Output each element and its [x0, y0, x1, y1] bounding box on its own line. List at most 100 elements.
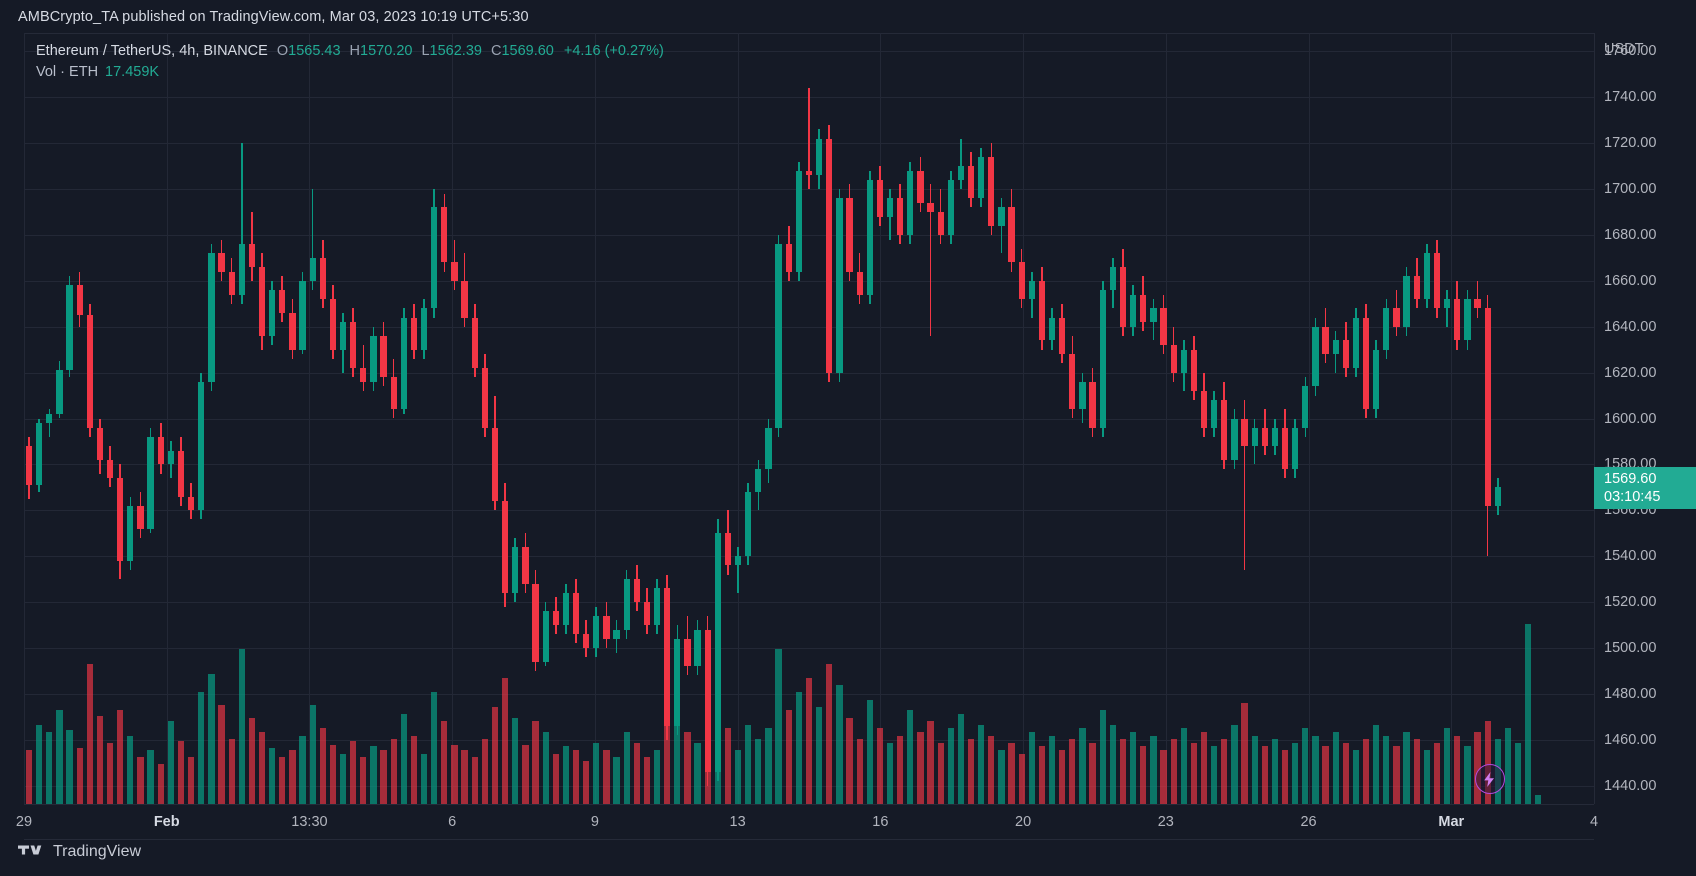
volume-bar — [1160, 750, 1167, 804]
candlestick — [338, 33, 348, 804]
volume-bar — [866, 699, 873, 804]
volume-bar — [876, 728, 884, 804]
candle-body — [1018, 262, 1025, 300]
candle-body — [339, 322, 347, 350]
volume-bar — [957, 714, 965, 804]
candlestick — [1108, 33, 1118, 804]
candle-body — [633, 579, 640, 603]
volume-bar — [1312, 735, 1319, 804]
price-axis-tick: 1500.00 — [1604, 639, 1657, 656]
volume-bar — [542, 732, 549, 804]
volume-bar — [25, 750, 33, 804]
volume-bar — [886, 742, 894, 804]
volume-bar — [56, 710, 63, 804]
volume-bar — [1241, 703, 1248, 804]
candlestick — [601, 33, 611, 804]
candlestick — [1209, 33, 1219, 804]
candlestick — [125, 33, 135, 804]
candlestick — [986, 33, 996, 804]
time-axis[interactable]: 29 Feb 13:30 6 9 13 16 20 23 26 Mar 4 — [16, 804, 1598, 840]
candlestick — [176, 33, 186, 804]
volume-bar — [228, 739, 235, 804]
volume-bar — [187, 757, 195, 804]
candle-body — [1170, 345, 1177, 373]
candlestick — [54, 33, 64, 804]
volume-bar — [785, 710, 792, 804]
candle-body — [1221, 400, 1228, 460]
volume-bar — [248, 717, 256, 804]
volume-bar — [441, 721, 448, 804]
grid-line-vertical — [738, 33, 739, 804]
candle-body — [957, 166, 965, 180]
candle-body — [603, 615, 610, 639]
candle-body — [501, 501, 509, 593]
volume-bar — [1079, 728, 1086, 804]
volume-bar — [269, 748, 276, 804]
candle-body — [299, 280, 306, 350]
lightning-bolt-alert-icon[interactable] — [1474, 764, 1505, 794]
price-axis[interactable]: USDT 1760.00 1740.00 1720.00 1700.00 1680.00… — [1594, 33, 1696, 804]
candlestick — [1432, 33, 1442, 804]
candle-body — [907, 170, 914, 235]
volume-bar — [46, 732, 53, 804]
volume-bar — [258, 732, 266, 804]
volume-bar — [350, 741, 357, 804]
candlestick — [368, 33, 378, 804]
candlestick — [1422, 33, 1432, 804]
volume-bar — [198, 692, 205, 804]
candle-body — [694, 629, 701, 667]
grid-line-horizontal — [24, 602, 1594, 604]
candlestick — [1472, 33, 1482, 804]
candle-body — [775, 244, 782, 428]
candle-body — [1383, 308, 1390, 350]
candlestick — [1371, 33, 1381, 804]
candle-wick — [48, 409, 51, 437]
candle-body — [1484, 308, 1491, 506]
volume-bar — [1525, 624, 1532, 804]
candlestick — [510, 33, 520, 804]
volume-bar — [1322, 746, 1329, 804]
candlestick — [571, 33, 581, 804]
candle-body — [724, 533, 732, 566]
candle-body — [765, 427, 772, 469]
chart-plot-area[interactable] — [24, 33, 1594, 804]
volume-bar — [1474, 732, 1481, 804]
volume-bar — [1231, 724, 1238, 804]
volume-bar — [836, 685, 843, 804]
volume-bar — [947, 728, 954, 804]
volume-bar — [967, 739, 975, 804]
candle-body — [1312, 326, 1319, 387]
grid-line-horizontal — [24, 51, 1594, 53]
price-axis-tick: 1600.00 — [1604, 410, 1657, 427]
candlestick — [1179, 33, 1189, 804]
candle-body — [96, 427, 104, 460]
volume-bar — [339, 753, 347, 804]
candle-body — [542, 611, 549, 662]
volume-bar — [208, 674, 215, 804]
candlestick — [784, 33, 794, 804]
volume-bar — [106, 742, 114, 804]
grid-line-vertical — [452, 33, 453, 804]
candle-body — [1140, 294, 1147, 323]
candlestick — [419, 33, 429, 804]
attribution-text: AMBCrypto_TA published on TradingView.co… — [18, 9, 529, 25]
price-axis-tick: 1740.00 — [1604, 89, 1657, 106]
candlestick — [1300, 33, 1310, 804]
candlestick — [1381, 33, 1391, 804]
volume-bar — [1119, 739, 1127, 804]
candlestick — [156, 33, 166, 804]
candle-body — [1231, 418, 1238, 460]
current-price-badge[interactable]: 1569.60 03:10:45 — [1594, 467, 1696, 510]
volume-bar — [998, 750, 1005, 804]
candle-body — [56, 370, 63, 414]
candle-body — [876, 179, 884, 217]
candle-body — [1413, 276, 1420, 300]
volume-bar — [1221, 739, 1228, 804]
volume-bar — [1292, 742, 1299, 804]
volume-bar — [36, 724, 43, 804]
price-axis-tick: 1440.00 — [1604, 777, 1657, 794]
volume-bar — [147, 750, 154, 804]
volume-bar — [167, 721, 174, 804]
current-price-value: 1569.60 — [1604, 471, 1657, 488]
volume-bar — [1059, 750, 1066, 804]
